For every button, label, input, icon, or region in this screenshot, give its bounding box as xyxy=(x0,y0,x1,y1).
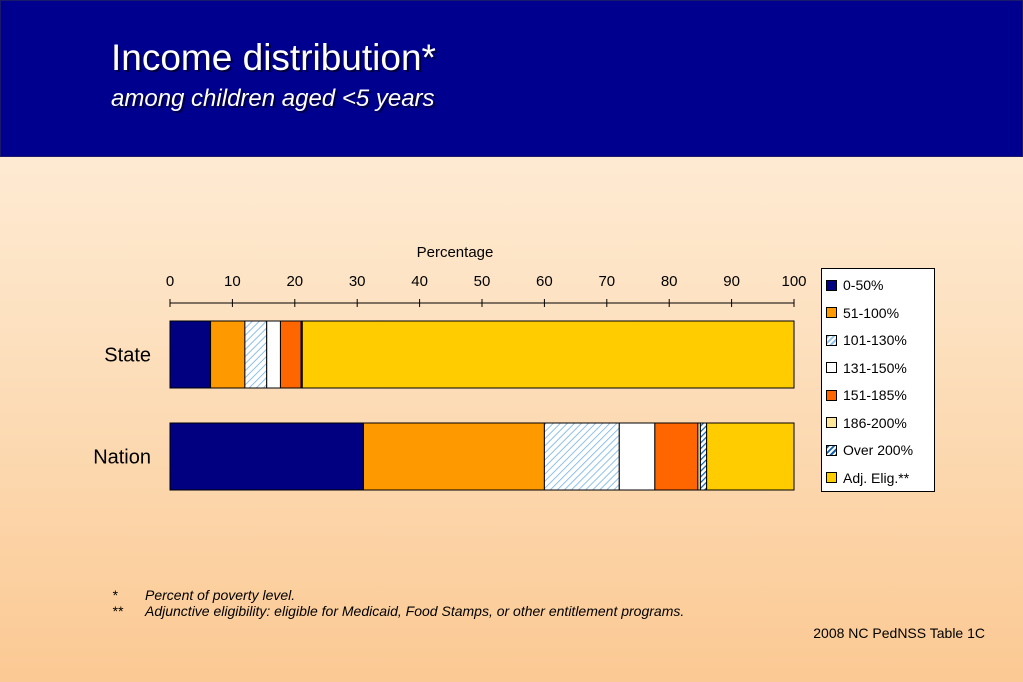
bar-segment-nation xyxy=(543,422,620,491)
legend-swatch xyxy=(826,307,837,319)
bars xyxy=(169,320,795,491)
category-labels: State Nation xyxy=(93,345,151,469)
legend-label: Over 200% xyxy=(843,442,914,458)
legend-swatch xyxy=(826,389,837,401)
legend-swatch xyxy=(826,417,837,429)
legend-item: 51-100% xyxy=(826,305,899,321)
x-tick-label: 10 xyxy=(224,273,241,290)
legend-item: 186-200% xyxy=(826,415,907,431)
legend-item: 101-130% xyxy=(826,332,907,348)
legend-swatch xyxy=(826,472,837,484)
bar-segment-state xyxy=(301,320,795,389)
legend-label: 0-50% xyxy=(843,277,884,293)
x-tick-label: 90 xyxy=(723,273,740,290)
bar-segment-state xyxy=(266,320,281,389)
x-axis-title: Percentage xyxy=(417,244,494,261)
title-banner: Income distribution* among children aged… xyxy=(0,0,1023,157)
x-tick-label: 40 xyxy=(411,273,428,290)
footnote-2: ** Adjunctive eligibility: eligible for M… xyxy=(112,603,684,619)
legend-item: Adj. Elig.** xyxy=(826,470,909,486)
footnote-1-mark: * xyxy=(112,587,118,603)
x-tick-label: 70 xyxy=(598,273,615,290)
bar-segment-state xyxy=(244,320,268,389)
legend-label: Adj. Elig.** xyxy=(843,469,910,486)
legend-swatch xyxy=(826,334,837,346)
x-tick-label: 100 xyxy=(781,273,806,290)
legend-label: 151-185% xyxy=(843,387,907,403)
category-label-state: State xyxy=(104,345,151,367)
legend-label: 186-200% xyxy=(843,414,907,431)
source-citation: 2008 NC PedNSS Table 1C xyxy=(813,625,985,641)
legend-item: 131-150% xyxy=(826,360,907,376)
x-tick-label: 0 xyxy=(166,273,174,290)
x-tick-label: 30 xyxy=(349,273,366,290)
bar-segment-nation xyxy=(654,422,699,491)
x-tick-label: 50 xyxy=(474,273,491,290)
bar-segment-state xyxy=(210,320,246,389)
legend-swatch xyxy=(826,444,837,456)
x-tick-label: 80 xyxy=(661,273,678,290)
bar-segment-state xyxy=(279,320,302,389)
x-tick-label: 20 xyxy=(286,273,303,290)
category-label-nation: Nation xyxy=(93,447,151,469)
page-subtitle: among children aged <5 years xyxy=(111,85,435,112)
footnote-2-text: Adjunctive eligibility: eligible for Med… xyxy=(145,603,685,619)
bar-segment-nation xyxy=(362,422,545,491)
legend-swatch xyxy=(826,279,837,291)
bar-segment-nation xyxy=(169,422,364,491)
legend-item: 151-185% xyxy=(826,387,907,403)
legend-label: 131-150% xyxy=(843,359,907,376)
chart-legend: 0-50% 51-100% 101-130% 131-150% 151-185% 186-… xyxy=(821,268,935,492)
legend-item: 0-50% xyxy=(826,277,883,293)
footnote-1: * Percent of poverty level. xyxy=(112,587,295,603)
page-title: Income distribution* xyxy=(111,37,436,78)
legend-swatch xyxy=(826,362,837,374)
bar-segment-nation xyxy=(706,422,795,491)
bar-segment-nation xyxy=(618,422,656,491)
bar-segment-state xyxy=(169,320,212,389)
bar-segment-nation xyxy=(699,422,708,491)
footnote-1-text: Percent of poverty level. xyxy=(145,587,296,603)
legend-item: Over 200% xyxy=(826,442,913,458)
footnote-2-mark: ** xyxy=(112,603,123,619)
x-axis: 0 10 20 30 40 50 60 70 80 90 100 xyxy=(166,273,807,307)
legend-label: 51-100% xyxy=(843,304,900,321)
x-tick-label: 60 xyxy=(536,273,553,290)
legend-label: 101-130% xyxy=(843,332,907,348)
